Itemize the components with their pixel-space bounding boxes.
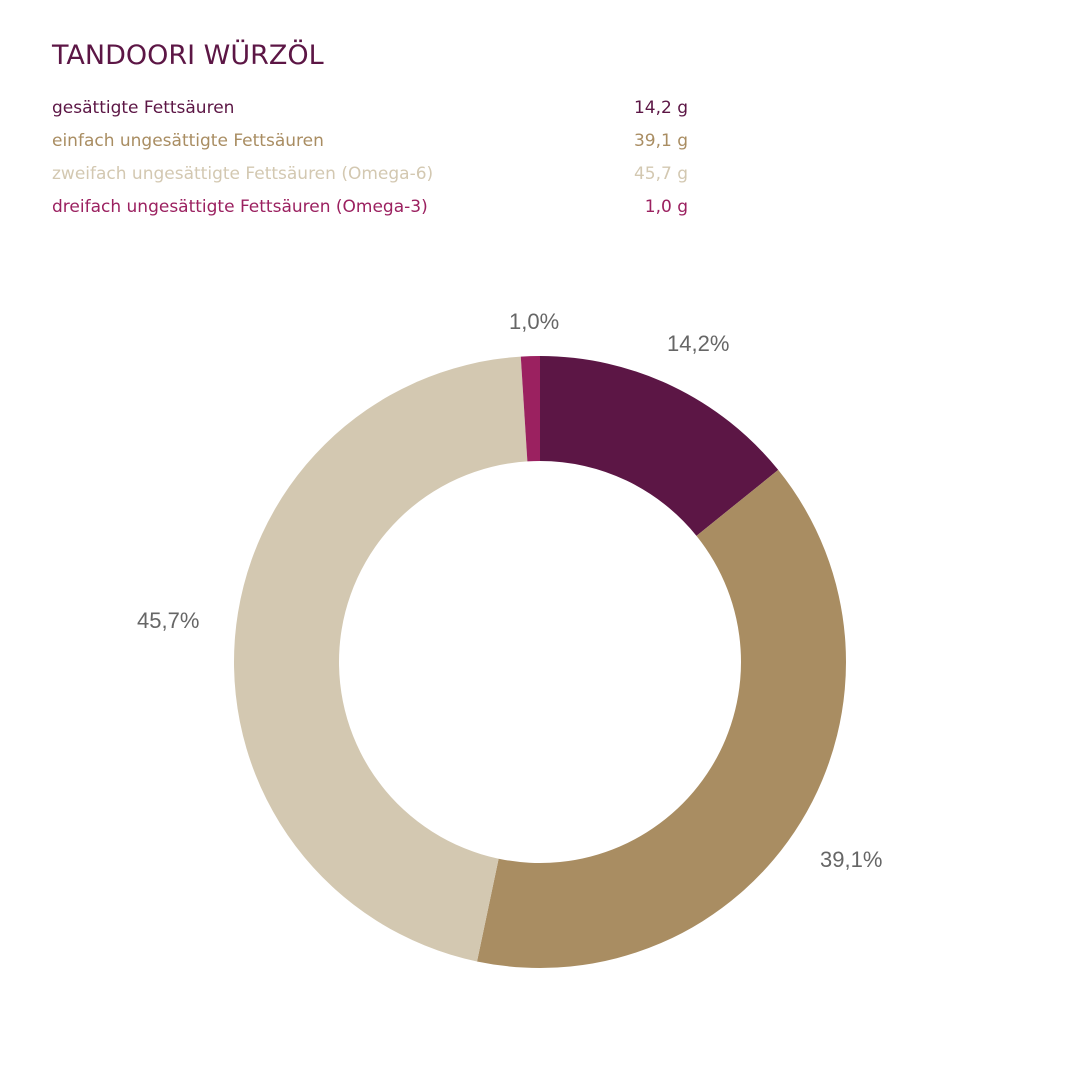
slice-label-omega6: 45,7% [137,608,200,633]
chart-title: TANDOORI WÜRZÖL [52,40,324,71]
legend-value: 39,1 g [633,131,688,151]
donut-slice [520,356,540,462]
legend-label: einfach ungesättigte Fettsäuren [52,131,324,151]
slice-label-monounsaturated: 39,1% [820,847,883,872]
donut-slice [233,356,528,962]
legend-value: 14,2 g [633,98,688,118]
legend-value: 45,7 g [633,164,688,184]
donut-slice [540,356,779,536]
donut-slice [477,469,846,969]
legend-value: 1,0 g [644,197,688,217]
legend-label: gesättigte Fettsäuren [52,98,235,118]
legend-row-omega6: zweifach ungesättigte Fettsäuren (Omega-… [52,164,688,184]
legend-row-omega3: dreifach ungesättigte Fettsäuren (Omega-… [52,197,688,217]
slice-label-omega3: 1,0% [509,309,560,334]
legend-row-saturated: gesättigte Fettsäuren 14,2 g [52,98,688,118]
slice-label-saturated: 14,2% [667,331,730,356]
legend-row-monounsaturated: einfach ungesättigte Fettsäuren 39,1 g [52,131,688,151]
legend-label: dreifach ungesättigte Fettsäuren (Omega-… [52,197,428,217]
legend-label: zweifach ungesättigte Fettsäuren (Omega-… [52,164,434,184]
